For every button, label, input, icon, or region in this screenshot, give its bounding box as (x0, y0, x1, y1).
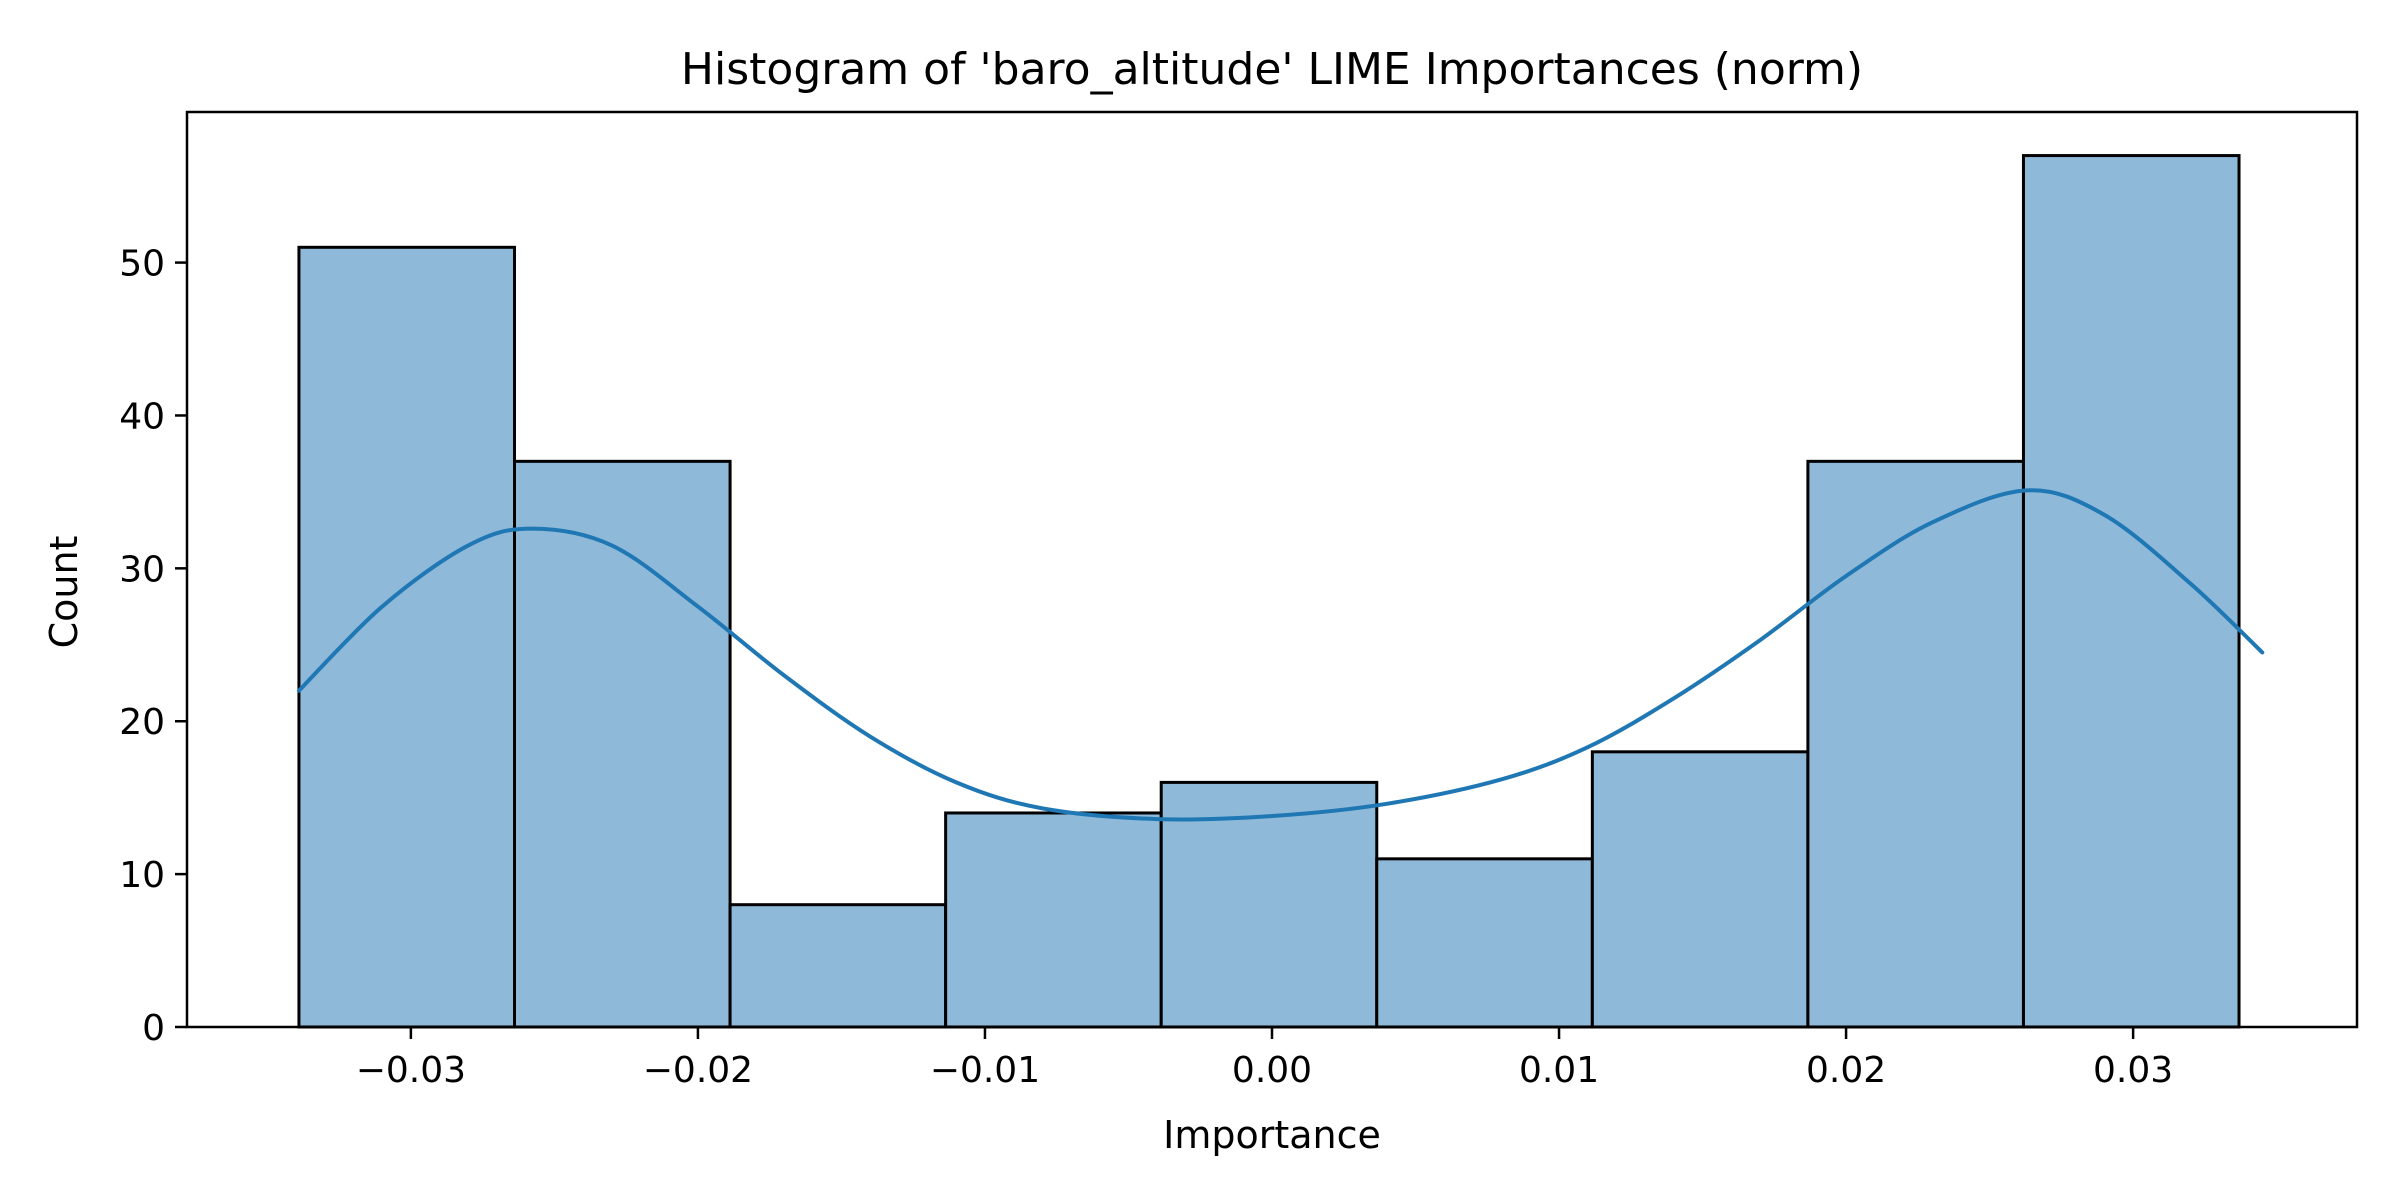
histogram-bar (1590, 750, 1810, 1029)
x-tick-label: −0.01 (930, 1050, 1040, 1091)
x-tick-label: 0.02 (1806, 1050, 1886, 1091)
kde-curve (296, 488, 2265, 822)
histogram-bar (728, 903, 948, 1029)
y-axis-label: Count (42, 536, 86, 649)
y-tick-label: 50 (119, 244, 165, 285)
y-tick-label: 40 (119, 396, 165, 437)
x-tick-label: 0.00 (1232, 1050, 1312, 1091)
x-tick-label: −0.03 (356, 1050, 466, 1091)
histogram-bar (513, 459, 732, 1029)
histogram-bar (1159, 780, 1379, 1029)
x-tick-label: 0.01 (1519, 1050, 1599, 1091)
y-tick-label: 30 (119, 549, 165, 590)
x-tick-label: 0.03 (2093, 1050, 2173, 1091)
y-tick-label: 10 (119, 855, 165, 896)
chart-title: Histogram of 'baro_altitude' LIME Import… (681, 44, 1863, 95)
histogram-bar (944, 811, 1163, 1029)
y-tick-label: 0 (142, 1008, 165, 1049)
histogram-bar (2021, 154, 2241, 1029)
histogram-bars (297, 154, 2241, 1029)
histogram-bar (1806, 459, 2025, 1029)
histogram-bar (1375, 857, 1594, 1029)
y-tick-label: 20 (119, 702, 165, 743)
x-axis-ticks: −0.03 −0.02 −0.01 0.00 0.01 0.02 0.03 (356, 1027, 2173, 1091)
x-axis-label: Importance (1163, 1113, 1381, 1157)
y-axis-ticks: 0 10 20 30 40 50 (119, 244, 187, 1049)
histogram-bar (297, 245, 517, 1029)
x-tick-label: −0.02 (643, 1050, 753, 1091)
